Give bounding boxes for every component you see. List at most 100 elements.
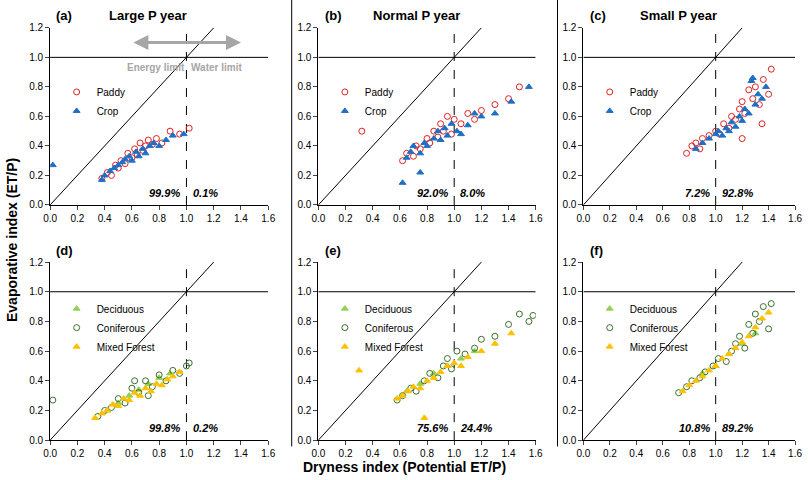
- svg-text:Coniferous: Coniferous: [630, 323, 678, 334]
- svg-text:8.0%: 8.0%: [460, 187, 485, 199]
- svg-text:89.2%: 89.2%: [722, 422, 753, 434]
- svg-text:Water limit: Water limit: [191, 62, 242, 73]
- svg-text:0.8: 0.8: [682, 213, 696, 224]
- svg-text:Energy limit: Energy limit: [127, 62, 185, 73]
- svg-text:99.9%: 99.9%: [149, 187, 180, 199]
- svg-text:1.0: 1.0: [297, 286, 311, 297]
- svg-text:0.6: 0.6: [29, 346, 43, 357]
- svg-text:7.2%: 7.2%: [685, 187, 710, 199]
- svg-text:0.4: 0.4: [629, 213, 643, 224]
- svg-text:0.0: 0.0: [43, 448, 57, 459]
- svg-text:0.2%: 0.2%: [193, 422, 218, 434]
- svg-text:0.6: 0.6: [125, 448, 139, 459]
- svg-text:0.2: 0.2: [29, 405, 43, 416]
- svg-text:0.8: 0.8: [297, 81, 311, 92]
- svg-text:1.2: 1.2: [29, 22, 43, 33]
- svg-text:0.4: 0.4: [562, 140, 576, 151]
- svg-text:0.8: 0.8: [562, 81, 576, 92]
- svg-text:0.4: 0.4: [629, 448, 643, 459]
- svg-text:1.4: 1.4: [502, 448, 516, 459]
- svg-text:Deciduous: Deciduous: [365, 304, 412, 315]
- svg-text:Deciduous: Deciduous: [630, 304, 677, 315]
- svg-text:(b): (b): [325, 8, 342, 23]
- svg-text:0.2: 0.2: [297, 170, 311, 181]
- svg-text:0.2: 0.2: [603, 213, 617, 224]
- svg-text:Normal P year: Normal P year: [373, 8, 460, 23]
- svg-text:Large P year: Large P year: [109, 8, 187, 23]
- svg-text:1.2: 1.2: [474, 213, 488, 224]
- svg-text:0.0: 0.0: [311, 448, 325, 459]
- svg-text:0.4: 0.4: [29, 375, 43, 386]
- svg-text:0.0: 0.0: [29, 435, 43, 446]
- svg-text:0.6: 0.6: [562, 346, 576, 357]
- svg-text:0.4: 0.4: [562, 375, 576, 386]
- svg-text:0.4: 0.4: [29, 140, 43, 151]
- svg-text:Paddy: Paddy: [97, 87, 125, 98]
- svg-text:0.0: 0.0: [576, 213, 590, 224]
- svg-text:0.8: 0.8: [29, 81, 43, 92]
- svg-text:1.2: 1.2: [29, 257, 43, 268]
- svg-text:Mixed Forest: Mixed Forest: [630, 342, 688, 353]
- svg-text:0.2: 0.2: [603, 448, 617, 459]
- svg-text:1.6: 1.6: [529, 448, 543, 459]
- svg-text:0.0: 0.0: [562, 435, 576, 446]
- svg-text:0.0: 0.0: [311, 213, 325, 224]
- svg-text:1.0: 1.0: [179, 213, 193, 224]
- svg-text:1.2: 1.2: [207, 448, 221, 459]
- svg-text:0.0: 0.0: [297, 435, 311, 446]
- svg-text:0.2: 0.2: [562, 170, 576, 181]
- svg-text:0.4: 0.4: [366, 213, 380, 224]
- svg-text:(c): (c): [590, 8, 606, 23]
- svg-text:1.4: 1.4: [234, 448, 248, 459]
- svg-text:1.0: 1.0: [562, 286, 576, 297]
- svg-text:0.4: 0.4: [98, 448, 112, 459]
- svg-text:(a): (a): [56, 8, 72, 23]
- svg-text:0.6: 0.6: [562, 111, 576, 122]
- svg-text:1.2: 1.2: [562, 22, 576, 33]
- svg-text:0.2: 0.2: [29, 170, 43, 181]
- svg-text:0.4: 0.4: [98, 213, 112, 224]
- svg-text:1.0: 1.0: [709, 448, 723, 459]
- svg-text:Coniferous: Coniferous: [365, 323, 413, 334]
- svg-text:1.0: 1.0: [29, 286, 43, 297]
- svg-text:1.0: 1.0: [29, 52, 43, 63]
- svg-text:0.6: 0.6: [297, 346, 311, 357]
- svg-text:0.8: 0.8: [152, 213, 166, 224]
- svg-text:0.8: 0.8: [420, 213, 434, 224]
- svg-text:0.2: 0.2: [297, 405, 311, 416]
- svg-text:0.4: 0.4: [366, 448, 380, 459]
- svg-text:1.2: 1.2: [735, 448, 749, 459]
- svg-text:0.8: 0.8: [297, 316, 311, 327]
- svg-text:1.0: 1.0: [179, 448, 193, 459]
- svg-text:Evaporative index (ET/P): Evaporative index (ET/P): [4, 158, 20, 322]
- svg-text:Small P year: Small P year: [640, 8, 717, 23]
- svg-text:1.2: 1.2: [474, 448, 488, 459]
- svg-text:0.6: 0.6: [656, 448, 670, 459]
- svg-text:1.6: 1.6: [788, 213, 802, 224]
- svg-text:1.2: 1.2: [562, 257, 576, 268]
- svg-text:0.2: 0.2: [339, 213, 353, 224]
- svg-text:0.0: 0.0: [576, 448, 590, 459]
- svg-text:0.6: 0.6: [29, 111, 43, 122]
- svg-text:0.8: 0.8: [682, 448, 696, 459]
- svg-text:Coniferous: Coniferous: [97, 323, 145, 334]
- svg-text:99.8%: 99.8%: [149, 422, 180, 434]
- svg-text:1.6: 1.6: [788, 448, 802, 459]
- svg-text:0.6: 0.6: [125, 213, 139, 224]
- svg-text:75.6%: 75.6%: [417, 422, 448, 434]
- svg-text:(f): (f): [590, 243, 603, 258]
- svg-text:1.4: 1.4: [234, 213, 248, 224]
- svg-text:0.4: 0.4: [297, 375, 311, 386]
- svg-text:0.8: 0.8: [152, 448, 166, 459]
- svg-text:1.4: 1.4: [502, 213, 516, 224]
- svg-text:0.0: 0.0: [297, 199, 311, 210]
- svg-text:92.0%: 92.0%: [417, 187, 448, 199]
- svg-text:0.4: 0.4: [297, 140, 311, 151]
- svg-text:0.8: 0.8: [420, 448, 434, 459]
- svg-text:1.2: 1.2: [297, 22, 311, 33]
- svg-text:0.0: 0.0: [43, 213, 57, 224]
- svg-text:0.6: 0.6: [393, 213, 407, 224]
- svg-text:1.2: 1.2: [297, 257, 311, 268]
- svg-text:0.6: 0.6: [656, 213, 670, 224]
- svg-text:Deciduous: Deciduous: [97, 304, 144, 315]
